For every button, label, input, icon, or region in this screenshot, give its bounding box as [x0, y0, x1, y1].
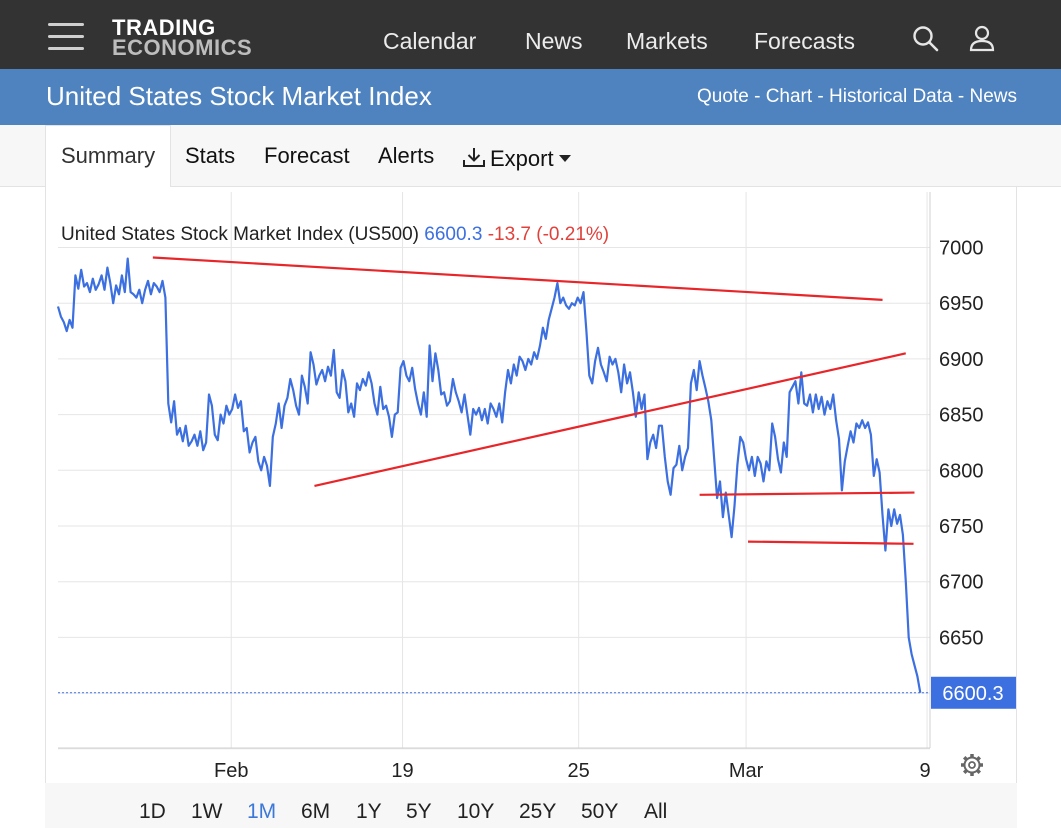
range-1m[interactable]: 1M	[247, 800, 277, 823]
nav-markets[interactable]: Markets	[626, 28, 708, 54]
link-historical-data[interactable]: Historical Data	[829, 86, 953, 107]
y-tick-label: 6800	[939, 460, 984, 482]
y-tick-label: 6900	[939, 349, 984, 371]
y-tick-label: 7000	[939, 238, 984, 260]
chart-panel	[45, 187, 1017, 828]
x-tick-label: Mar	[729, 760, 764, 782]
x-tick-label: 19	[391, 760, 413, 782]
download-icon	[462, 146, 486, 174]
range-all[interactable]: All	[644, 800, 668, 823]
y-tick-label: 6700	[939, 572, 984, 594]
last-value-badge	[931, 676, 1016, 709]
nav-news[interactable]: News	[525, 28, 583, 54]
site-logo[interactable]: TRADING ECONOMICS	[112, 15, 253, 60]
search-icon[interactable]	[911, 24, 941, 54]
nav-calendar[interactable]: Calendar	[383, 28, 477, 54]
link-separator: -	[952, 86, 970, 107]
x-tick-label: Feb	[214, 760, 248, 782]
trendline	[152, 256, 883, 301]
tab-summary[interactable]: Summary	[61, 143, 156, 168]
range-25y[interactable]: 25Y	[519, 800, 557, 823]
range-6m[interactable]: 6M	[301, 800, 331, 823]
sub-navigation: Quote - Chart - Historical Data - News	[697, 86, 1017, 108]
range-10y[interactable]: 10Y	[457, 800, 495, 823]
title-bar	[0, 69, 1061, 125]
tab-stats[interactable]: Stats	[185, 143, 236, 168]
range-50y[interactable]: 50Y	[581, 800, 619, 823]
x-tick-label: 25	[568, 760, 590, 782]
y-tick-label: 6750	[939, 516, 984, 538]
range-1w[interactable]: 1W	[191, 800, 223, 823]
gear-icon[interactable]	[961, 754, 983, 776]
tab-export[interactable]: Export	[462, 143, 571, 174]
link-chart[interactable]: Chart	[765, 86, 813, 107]
tab-forecast[interactable]: Forecast	[264, 143, 350, 168]
range-1d[interactable]: 1D	[139, 800, 166, 823]
nav-forecasts[interactable]: Forecasts	[754, 28, 855, 54]
trendline	[314, 352, 907, 487]
logo-line-1: TRADING	[112, 15, 216, 40]
link-separator: -	[812, 86, 830, 107]
last-value-label: 6600.3	[942, 683, 1003, 705]
trendline	[748, 540, 914, 545]
legend-last-value: 6600.3	[424, 224, 483, 245]
logo-line-2: ECONOMICS	[112, 35, 253, 60]
user-icon[interactable]	[967, 24, 997, 54]
series-line-us500	[56, 257, 922, 693]
legend-change: -13.7 (-0.21%)	[487, 224, 610, 245]
tab-bar	[0, 125, 1061, 187]
tab-active-indicator	[45, 125, 171, 188]
tab-alerts[interactable]: Alerts	[378, 143, 435, 168]
range-5y[interactable]: 5Y	[406, 800, 432, 823]
link-separator: -	[748, 86, 766, 107]
y-tick-label: 6850	[939, 405, 984, 427]
top-navigation-bar	[0, 0, 1061, 69]
caret-down-icon	[558, 143, 571, 169]
page-title: United States Stock Market Index	[46, 81, 432, 111]
range-selector	[45, 783, 1017, 828]
link-news[interactable]: News	[969, 86, 1017, 107]
x-tick-label: 9	[919, 760, 930, 782]
chart-legend: United States Stock Market Index (US500)…	[61, 224, 609, 246]
legend-series-name: United States Stock Market Index (US500)	[61, 224, 419, 245]
range-1y[interactable]: 1Y	[356, 800, 382, 823]
link-quote[interactable]: Quote	[697, 86, 749, 107]
trendline	[699, 491, 915, 496]
y-tick-label: 6950	[939, 293, 984, 315]
menu-icon[interactable]	[48, 23, 84, 51]
y-tick-label: 6650	[939, 627, 984, 649]
export-label: Export	[490, 146, 554, 171]
